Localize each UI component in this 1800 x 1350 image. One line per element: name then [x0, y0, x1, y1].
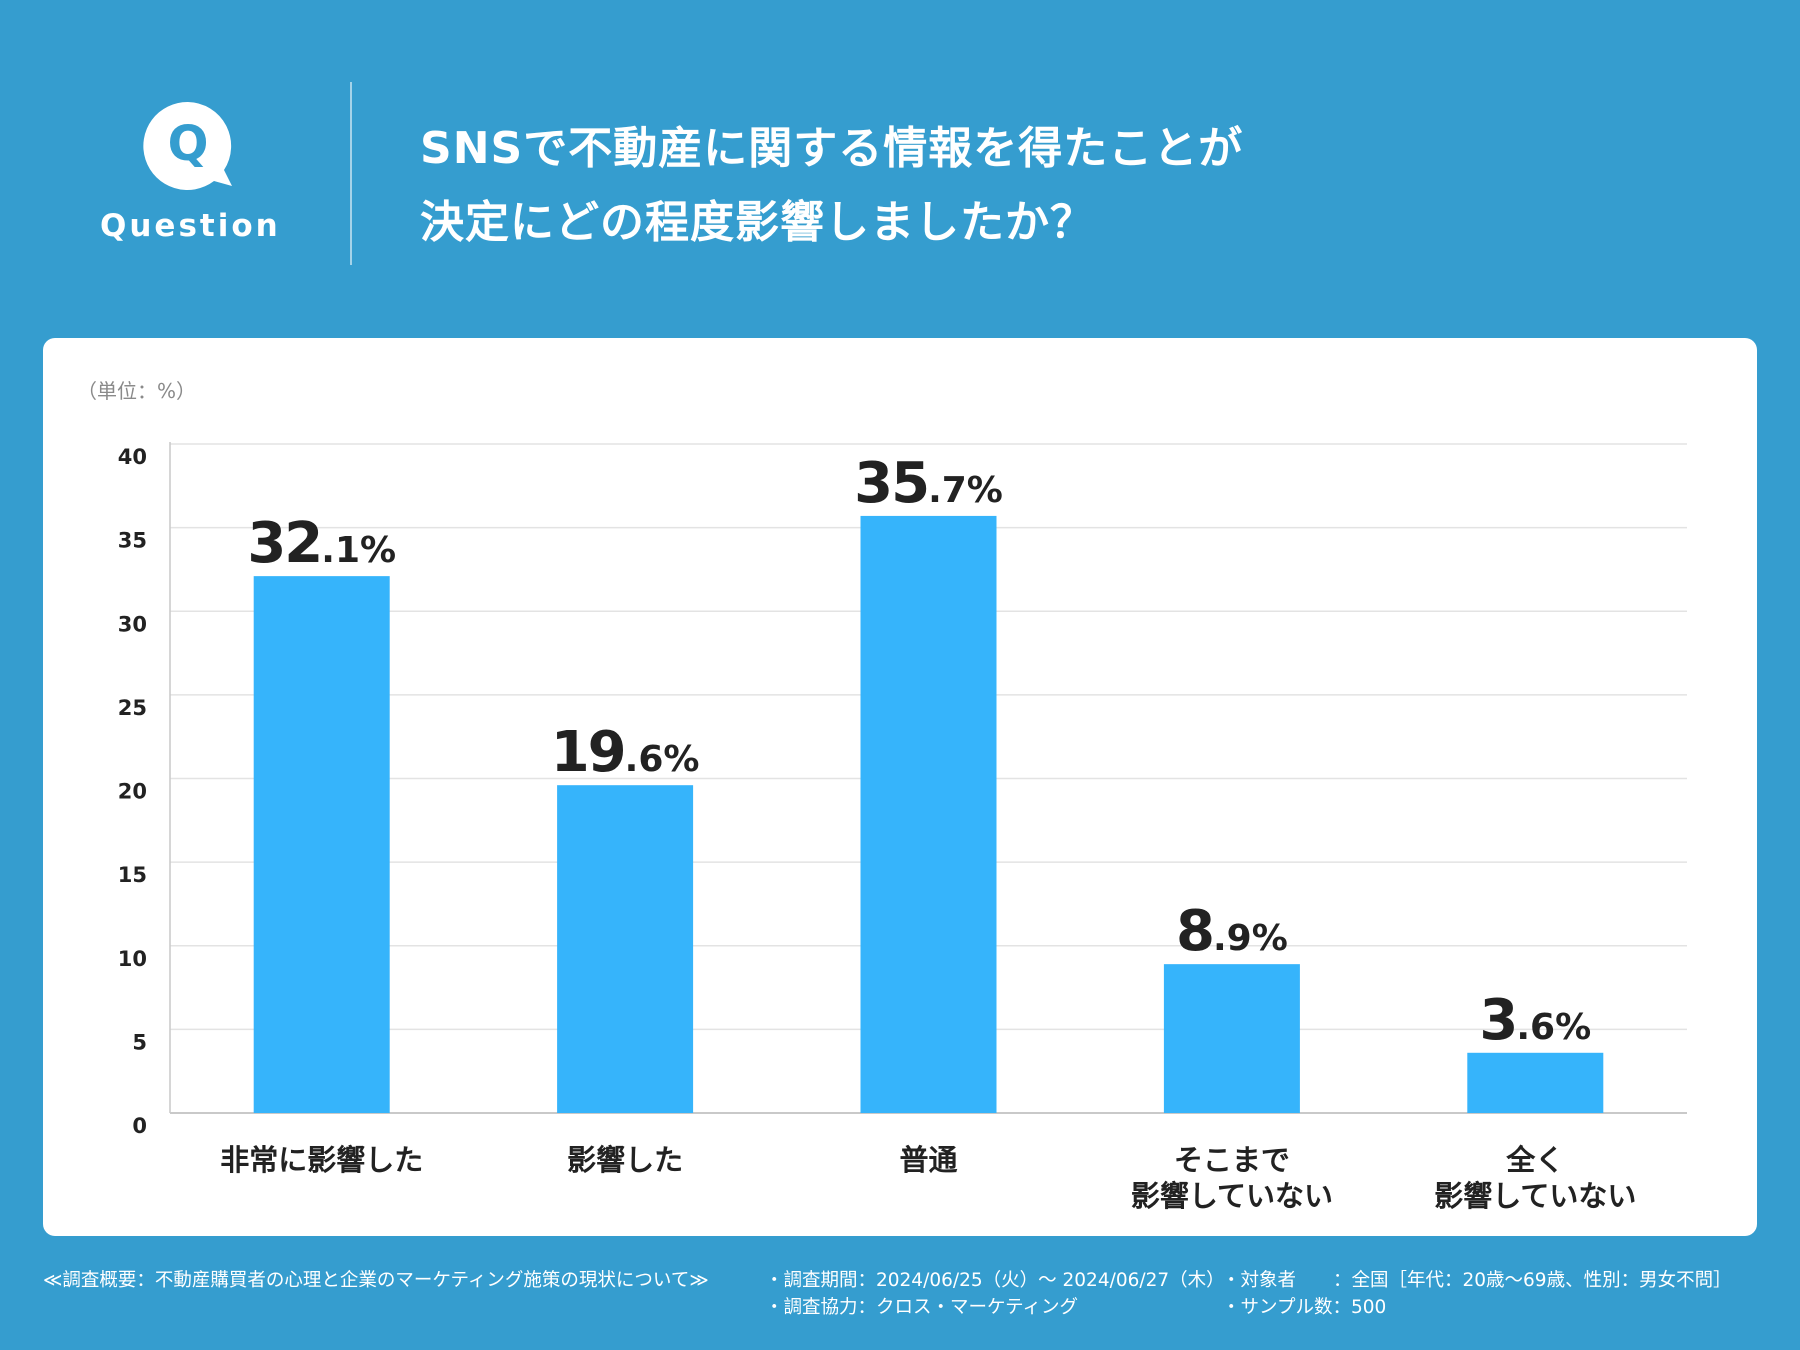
badge-letter: Q — [168, 116, 209, 172]
y-tick-label: 35 — [118, 529, 147, 553]
bar — [557, 785, 694, 1113]
y-tick-label: 5 — [132, 1030, 147, 1054]
survey-period: ・調査期間：2024/06/25（火）〜 2024/06/27（木） — [765, 1270, 1225, 1291]
x-category-label: 非常に影響した — [220, 1143, 423, 1177]
x-category-label: 全く影響していない — [1434, 1143, 1636, 1213]
survey-cooperation: ・調査協力：クロス・マーケティング — [765, 1297, 1079, 1318]
page-title-line-2: 決定にどの程度影響しましたか？ — [420, 197, 1095, 248]
footer: ≪調査概要：不動産購買者の心理と企業のマーケティング施策の現状について≫ ・調査… — [0, 1262, 1800, 1342]
page-title-line-1: SNSで不動産に関する情報を得たことが — [420, 123, 1244, 174]
y-tick-label: 15 — [118, 863, 147, 887]
y-tick-label: 10 — [118, 947, 147, 971]
chart-panel: （単位：%） 0 5 10 15 20 25 30 35 40 32.1% 非常に影響した 19.6%… — [43, 338, 1757, 1236]
y-tick-label: 0 — [132, 1114, 147, 1138]
x-category-label: 普通 — [899, 1143, 957, 1177]
x-category-label: 影響した — [567, 1143, 683, 1177]
bar — [1467, 1052, 1604, 1113]
bar — [1163, 964, 1300, 1113]
bar — [860, 515, 997, 1113]
question-label: Question — [100, 208, 281, 244]
unit-label: （単位：%） — [77, 379, 197, 403]
survey-overview: ≪調査概要：不動産購買者の心理と企業のマーケティング施策の現状について≫ — [43, 1270, 709, 1291]
bar-value-label: 19.6% — [551, 720, 700, 785]
bar-value-label: 35.7% — [854, 451, 1003, 516]
bar — [253, 576, 390, 1113]
bar-value-label: 32.1% — [247, 511, 396, 576]
x-category-label: そこまで影響していない — [1131, 1143, 1333, 1213]
header-divider — [350, 82, 352, 265]
y-tick-label: 40 — [118, 445, 147, 469]
bar-chart: 0 5 10 15 20 25 30 35 40 32.1% 非常に影響した 19.6% 影響した 35.… — [118, 442, 1687, 1213]
bar-value-label: 3.6% — [1479, 988, 1591, 1053]
y-tick-label: 30 — [118, 612, 147, 636]
question-bubble-icon: Q — [143, 101, 232, 190]
y-tick-label: 20 — [118, 780, 147, 804]
survey-target: ・対象者 ：全国［年代：20歳〜69歳、性別：男女不問］ — [1222, 1270, 1732, 1291]
bar-value-label: 8.9% — [1176, 899, 1288, 964]
header: Q Question SNSで不動産に関する情報を得たことが 決定にどの程度影響… — [0, 0, 1800, 300]
survey-sample: ・サンプル数：500 — [1222, 1297, 1387, 1318]
y-tick-label: 25 — [118, 696, 147, 720]
